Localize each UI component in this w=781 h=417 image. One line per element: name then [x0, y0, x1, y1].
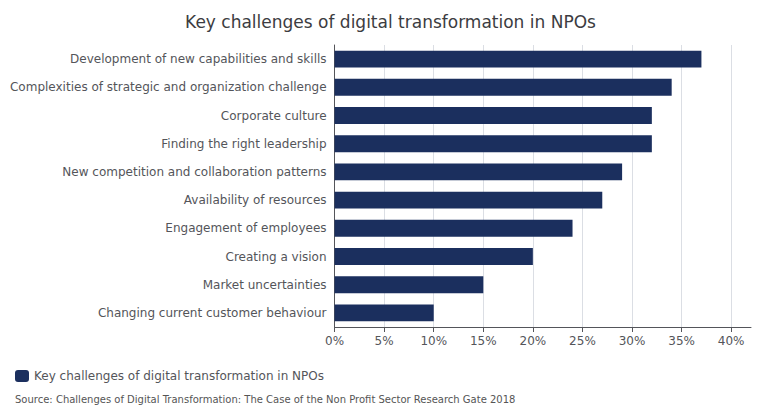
- svg-text:Key challenges of digital tran: Key challenges of digital transformation…: [34, 369, 324, 383]
- svg-text:Complexities of strategic and: Complexities of strategic and organizati…: [10, 80, 327, 94]
- svg-text:Availability of resources: Availability of resources: [184, 193, 327, 207]
- svg-text:Corporate culture: Corporate culture: [221, 109, 327, 123]
- svg-text:Changing current customer beha: Changing current customer behaviour: [98, 306, 327, 320]
- svg-text:Market uncertainties: Market uncertainties: [203, 278, 327, 292]
- svg-text:25%: 25%: [569, 334, 596, 348]
- svg-text:20%: 20%: [520, 334, 547, 348]
- svg-text:40%: 40%: [718, 334, 745, 348]
- svg-text:30%: 30%: [619, 334, 646, 348]
- svg-text:0%: 0%: [325, 334, 344, 348]
- svg-text:Finding the right leadership: Finding the right leadership: [161, 137, 326, 151]
- svg-text:10%: 10%: [420, 334, 447, 348]
- svg-text:New competition and collaborat: New competition and collaboration patter…: [62, 165, 326, 179]
- svg-text:Engagement of employees: Engagement of employees: [165, 221, 326, 235]
- svg-text:Key challenges of digital tran: Key challenges of digital transformation…: [185, 12, 596, 32]
- svg-text:Development of new capabilitie: Development of new capabilities and skil…: [70, 52, 326, 66]
- svg-text:Source: Challenges of Digital: Source: Challenges of Digital Transforma…: [15, 394, 515, 405]
- svg-text:15%: 15%: [470, 334, 497, 348]
- svg-text:35%: 35%: [668, 334, 695, 348]
- svg-text:5%: 5%: [375, 334, 394, 348]
- svg-text:Creating a vision: Creating a vision: [226, 250, 327, 264]
